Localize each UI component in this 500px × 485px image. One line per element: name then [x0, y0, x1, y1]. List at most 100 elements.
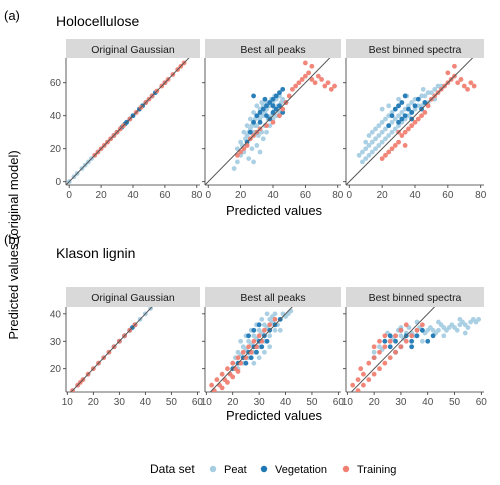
point-training [409, 123, 415, 129]
plot-area [205, 58, 337, 185]
facet-title: Best all peaks [240, 44, 305, 56]
point-training [299, 77, 305, 82]
shared-y-axis-label: Predicted values (original model) [6, 150, 21, 339]
x-tick-label: 20 [227, 397, 239, 408]
point-peat [419, 93, 424, 99]
point-training [319, 77, 324, 82]
facet-title: Original Gaussian [91, 44, 175, 56]
point-training [244, 143, 250, 148]
point-peat [376, 143, 382, 148]
point-peat [277, 327, 283, 333]
point-peat [399, 110, 405, 115]
point-peat [389, 110, 395, 115]
point-peat [256, 355, 262, 361]
point-peat [376, 133, 382, 138]
point-training [371, 355, 377, 361]
point-training [246, 344, 251, 350]
point-training [387, 338, 393, 344]
point-training [328, 86, 334, 92]
x-tick-label: 60 [159, 190, 171, 201]
point-training [396, 139, 401, 145]
point-vegetation [251, 93, 256, 99]
point-training [371, 371, 377, 377]
legend-key-peat [209, 465, 217, 473]
point-peat [241, 129, 247, 135]
point-training [398, 344, 404, 350]
point-training [458, 77, 464, 82]
point-peat [432, 86, 438, 92]
point-vegetation [430, 333, 436, 339]
point-training [419, 322, 425, 328]
plot-area [209, 307, 294, 392]
point-training [267, 322, 273, 328]
point-vegetation [402, 113, 408, 119]
point-peat [392, 116, 398, 122]
point-vegetation [414, 333, 420, 339]
point-vegetation [396, 103, 401, 109]
point-peat [422, 93, 428, 99]
facet-strip [66, 287, 200, 307]
point-peat [419, 338, 425, 344]
y-tick-label: 40 [50, 309, 62, 320]
y-tick-label: 30 [50, 337, 62, 348]
point-vegetation [273, 106, 279, 112]
point-vegetation [422, 100, 428, 105]
x-tick-label: 60 [192, 397, 204, 408]
point-training [309, 63, 315, 69]
point-training [455, 80, 461, 86]
point-peat [366, 152, 372, 158]
point-training [322, 83, 328, 89]
point-training [270, 119, 276, 125]
point-training [366, 360, 372, 366]
point-peat [246, 156, 252, 162]
point-training [290, 86, 295, 92]
point-training [445, 70, 451, 76]
point-training [382, 344, 388, 350]
point-vegetation [243, 360, 249, 366]
x-tick-label: 80 [475, 190, 487, 201]
point-vegetation [257, 119, 263, 125]
plot-area [350, 307, 482, 392]
x-tick-label: 50 [166, 397, 178, 408]
point-peat [402, 116, 408, 122]
x-tick-label: 60 [442, 190, 454, 201]
point-peat [247, 116, 253, 122]
point-training [461, 83, 467, 89]
legend-label-training: Training [357, 464, 396, 476]
point-vegetation [264, 103, 269, 109]
x-tick-label: 60 [300, 190, 312, 201]
x-tick-label: 80 [191, 190, 203, 201]
point-training [398, 327, 404, 333]
point-peat [438, 83, 444, 89]
point-training [241, 146, 247, 152]
point-vegetation [259, 344, 265, 350]
point-training [302, 73, 308, 79]
point-training [377, 338, 382, 344]
y-tick-label: 60 [50, 78, 62, 89]
point-vegetation [402, 93, 408, 99]
point-peat [238, 338, 244, 344]
point-peat [429, 90, 434, 96]
point-peat [231, 166, 237, 171]
point-training [399, 133, 405, 138]
point-training [230, 374, 236, 380]
reference-line [346, 58, 474, 185]
point-peat [267, 344, 273, 350]
x-tick-label: 40 [127, 190, 139, 201]
point-training [468, 80, 474, 86]
point-training [361, 371, 366, 377]
point-training [366, 377, 372, 383]
row-klason-lignin: (b) Klason lignin Original Gaussian 20 30 40 1… [4, 232, 487, 423]
legend-label-vegetation: Vegetation [275, 464, 327, 476]
point-training [219, 385, 225, 391]
legend: Data set Peat Vegetation Training [150, 462, 396, 476]
point-vegetation [247, 129, 253, 135]
reference-line [70, 307, 153, 392]
point-training [386, 149, 392, 155]
point-peat [383, 116, 388, 122]
point-vegetation [251, 119, 256, 125]
point-peat [373, 136, 378, 142]
point-training [325, 80, 331, 86]
point-training [272, 316, 278, 322]
point-training [377, 349, 382, 355]
